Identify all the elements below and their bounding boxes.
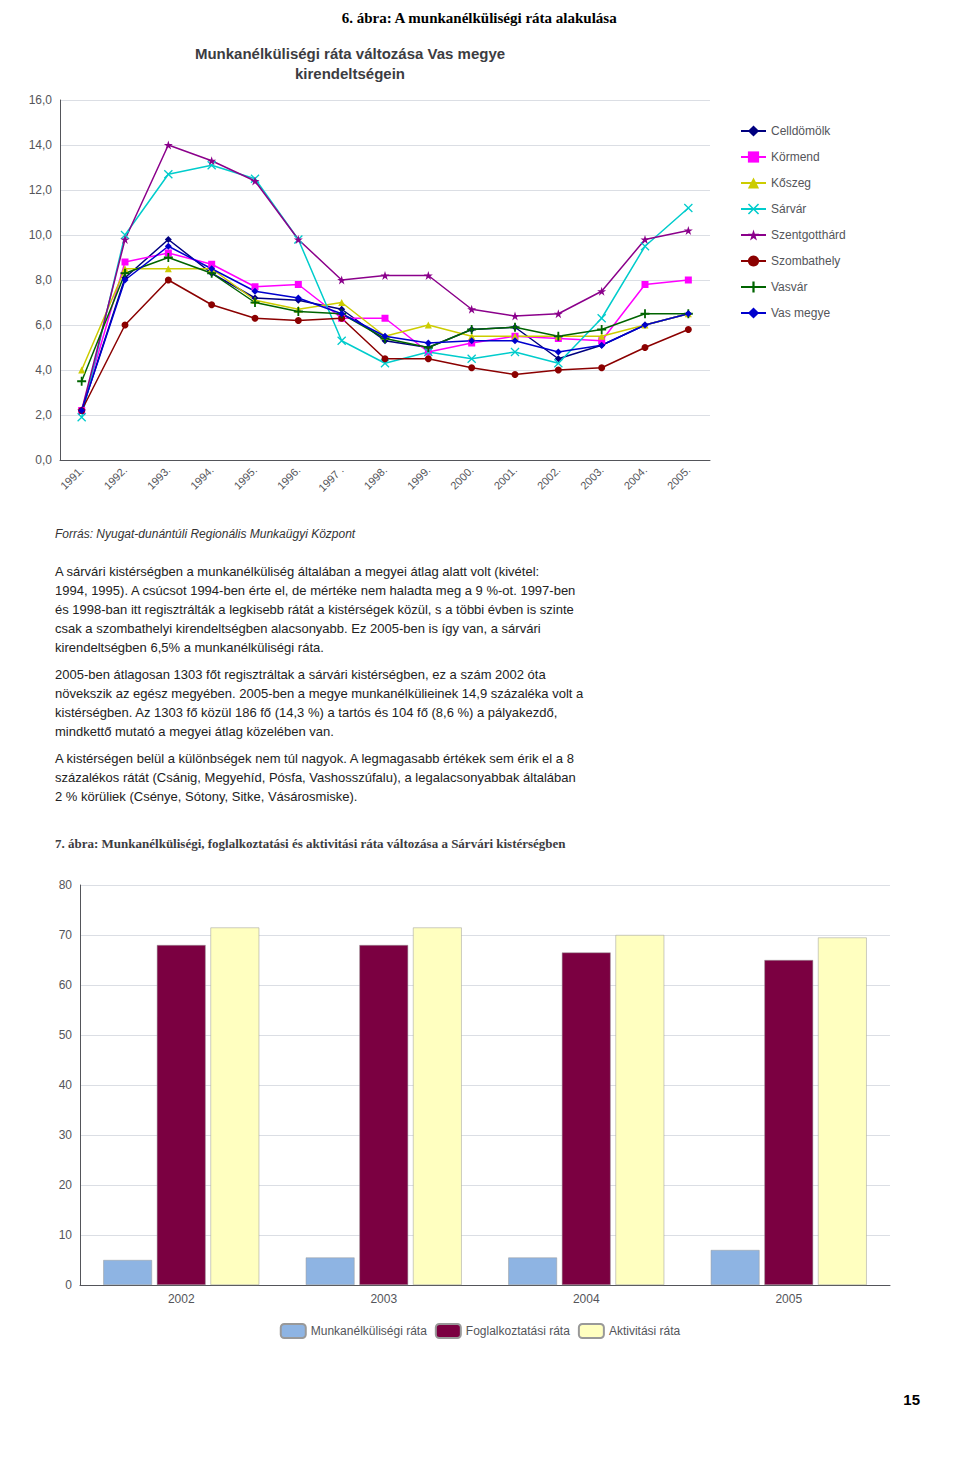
svg-text:Forrás: Nyugat-dunántúli Regio: Forrás: Nyugat-dunántúli Regionális Munk… [55,527,356,541]
svg-text:százalékos rátát (Csánig, Megy: százalékos rátát (Csánig, Megyehíd, Pósf… [55,770,576,785]
svg-text:Munkanélküliségi ráta: Munkanélküliségi ráta [311,1324,427,1338]
svg-text:1997 .: 1997 . [316,464,346,494]
svg-text:1993.: 1993. [145,464,173,492]
svg-text:8,0: 8,0 [35,273,52,287]
svg-text:70: 70 [59,928,73,942]
svg-text:Szombathely: Szombathely [771,254,840,268]
svg-text:40: 40 [59,1078,73,1092]
svg-text:2005: 2005 [775,1292,802,1306]
svg-text:2002: 2002 [168,1292,195,1306]
svg-text:30: 30 [59,1128,73,1142]
svg-text:2004: 2004 [573,1292,600,1306]
svg-text:6,0: 6,0 [35,318,52,332]
svg-text:6. ábra: A munkanélküliségi rá: 6. ábra: A munkanélküliségi ráta alakulá… [342,10,618,26]
svg-text:1998.: 1998. [361,464,389,492]
svg-text:7. ábra: Munkanélküliségi, fog: 7. ábra: Munkanélküliségi, foglalkoztatá… [55,836,566,851]
svg-text:Celldömölk: Celldömölk [771,124,831,138]
svg-text:2003.: 2003. [578,464,606,492]
svg-text:15: 15 [903,1391,920,1408]
svg-text:1992.: 1992. [101,464,129,492]
svg-text:Vasvár: Vasvár [771,280,807,294]
svg-text:Sárvár: Sárvár [771,202,806,216]
svg-text:1996.: 1996. [275,464,303,492]
svg-text:Munkanélküliségi ráta változás: Munkanélküliségi ráta változása Vas megy… [195,45,505,62]
svg-text:A kistérségen belül a különbsé: A kistérségen belül a különbségek nem tú… [55,751,574,766]
svg-text:kistérségben. Az 1303 fő közül: kistérségben. Az 1303 fő közül 186 fő (1… [55,705,557,720]
svg-text:2003: 2003 [370,1292,397,1306]
svg-text:0,0: 0,0 [35,453,52,467]
svg-text:4,0: 4,0 [35,363,52,377]
svg-text:2001.: 2001. [491,464,519,492]
svg-text:2 % körüliek (Csénye, Sótony,: 2 % körüliek (Csénye, Sótony, Sitke, Vás… [55,789,358,804]
svg-text:kirendeltségein: kirendeltségein [295,65,405,82]
svg-text:1994, 1995). A csúcsot 1994-be: 1994, 1995). A csúcsot 1994-ben érte el,… [55,583,575,598]
svg-text:12,0: 12,0 [29,183,53,197]
svg-text:Szentgotthárd: Szentgotthárd [771,228,846,242]
svg-text:1991.: 1991. [58,464,86,492]
svg-text:csak a szombathelyi kirendelts: csak a szombathelyi kirendeltségben alac… [55,621,541,636]
svg-text:20: 20 [59,1178,73,1192]
svg-text:16,0: 16,0 [29,93,53,107]
svg-text:14,0: 14,0 [29,138,53,152]
svg-text:2000.: 2000. [448,464,476,492]
svg-text:10,0: 10,0 [29,228,53,242]
svg-text:1994.: 1994. [188,464,216,492]
svg-text:Aktivitási ráta: Aktivitási ráta [609,1324,681,1338]
svg-text:60: 60 [59,978,73,992]
svg-text:2004.: 2004. [621,464,649,492]
svg-text:növekszik az egész megyében. 2: növekszik az egész megyében. 2005-ben a … [55,686,584,701]
svg-text:és 1998-ban itt regisztrálták: és 1998-ban itt regisztrálták a legkiseb… [55,602,574,617]
svg-text:2,0: 2,0 [35,408,52,422]
svg-text:kirendeltségben 6,5% a munkané: kirendeltségben 6,5% a munkanélküliségi … [55,640,324,655]
svg-text:80: 80 [59,878,73,892]
svg-text:Vas megye: Vas megye [771,306,830,320]
svg-text:10: 10 [59,1228,73,1242]
svg-text:1999.: 1999. [405,464,433,492]
svg-text:1995.: 1995. [231,464,259,492]
svg-text:50: 50 [59,1028,73,1042]
svg-text:2002.: 2002. [535,464,563,492]
svg-text:Körmend: Körmend [771,150,820,164]
svg-text:2005.: 2005. [665,464,693,492]
svg-text:mindkettő mutató a megyei átla: mindkettő mutató a megyei átlag közelébe… [55,724,334,739]
svg-text:0: 0 [65,1278,72,1292]
svg-text:Kőszeg: Kőszeg [771,176,811,190]
svg-text:A sárvári kistérségben a munka: A sárvári kistérségben a munkanélküliség… [55,564,539,579]
svg-text:Foglalkoztatási ráta: Foglalkoztatási ráta [466,1324,570,1338]
svg-text:2005-ben átlagosan 1303 főt re: 2005-ben átlagosan 1303 főt regisztrálta… [55,667,546,682]
